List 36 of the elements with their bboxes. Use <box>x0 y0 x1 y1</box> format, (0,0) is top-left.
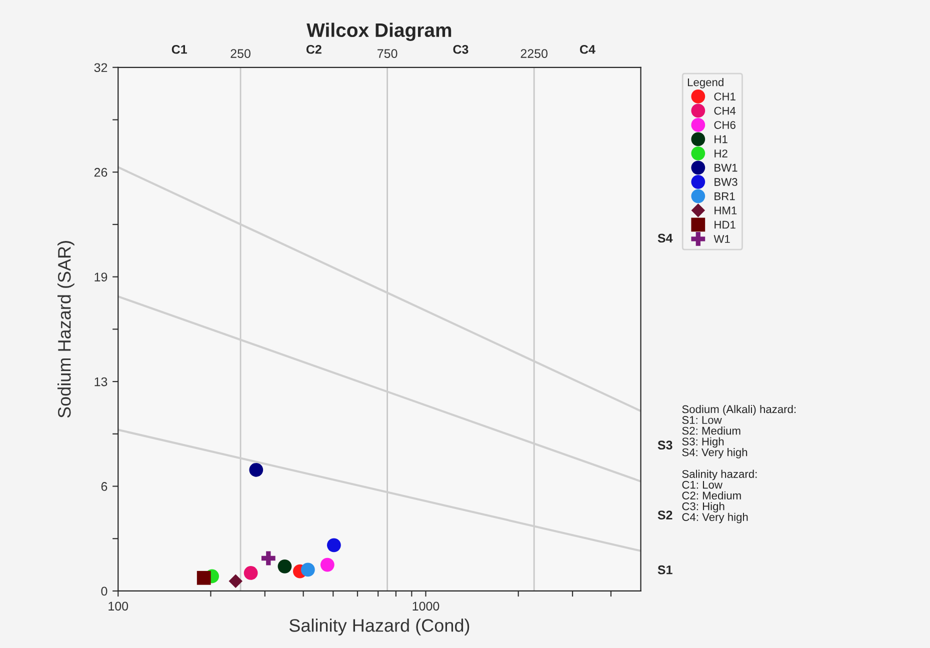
ref-line-label: 750 <box>378 49 398 58</box>
legend-label: CH6 <box>714 121 736 129</box>
legend-label: BR1 <box>714 192 735 200</box>
legend-label: CH1 <box>714 92 736 100</box>
y-tick-label: 26 <box>94 168 108 177</box>
legend-label: BW1 <box>714 164 738 172</box>
y-tick-label: 0 <box>101 586 108 596</box>
text: Sodium (Alkali) hazard: S1: Low S2: Medium S3: High S4: Very high <box>682 405 796 458</box>
y-axis-title: Sodium Hazard (SAR) <box>58 241 74 418</box>
y-tick-label: 32 <box>94 63 108 72</box>
ref-line-label: 2250 <box>520 49 548 58</box>
text: S4 <box>658 234 673 243</box>
x-tick-label: 1000 <box>412 602 440 611</box>
text: C4 <box>580 44 596 54</box>
text: S2 <box>658 510 672 520</box>
text: C2 <box>306 44 322 54</box>
text: S3 <box>658 440 672 450</box>
y-tick-label: 13 <box>94 377 108 386</box>
legend-label: CH4 <box>714 106 736 115</box>
legend-label: HM1 <box>714 206 737 214</box>
ref-line-label: 250 <box>230 49 250 58</box>
text: Salinity hazard: C1: Low C2: Medium C3: High C4: Very high <box>682 470 757 524</box>
y-tick-label: 19 <box>94 272 108 282</box>
y-tick-label: 6 <box>101 482 108 491</box>
chart-title: Wilcox Diagram <box>306 22 452 41</box>
legend-title: Legend <box>688 78 724 88</box>
legend-label: H2 <box>714 150 728 158</box>
legend-label: BW3 <box>714 178 738 186</box>
legend-label: HD1 <box>714 220 736 229</box>
text: C3 <box>453 44 468 54</box>
text: S1 <box>658 565 672 574</box>
text: C1 <box>172 44 187 54</box>
x-tick-label: 100 <box>108 602 128 611</box>
x-axis-title: Salinity Hazard (Cond) <box>289 618 470 636</box>
legend-label: W1 <box>714 235 730 243</box>
legend-label: H1 <box>714 135 728 144</box>
